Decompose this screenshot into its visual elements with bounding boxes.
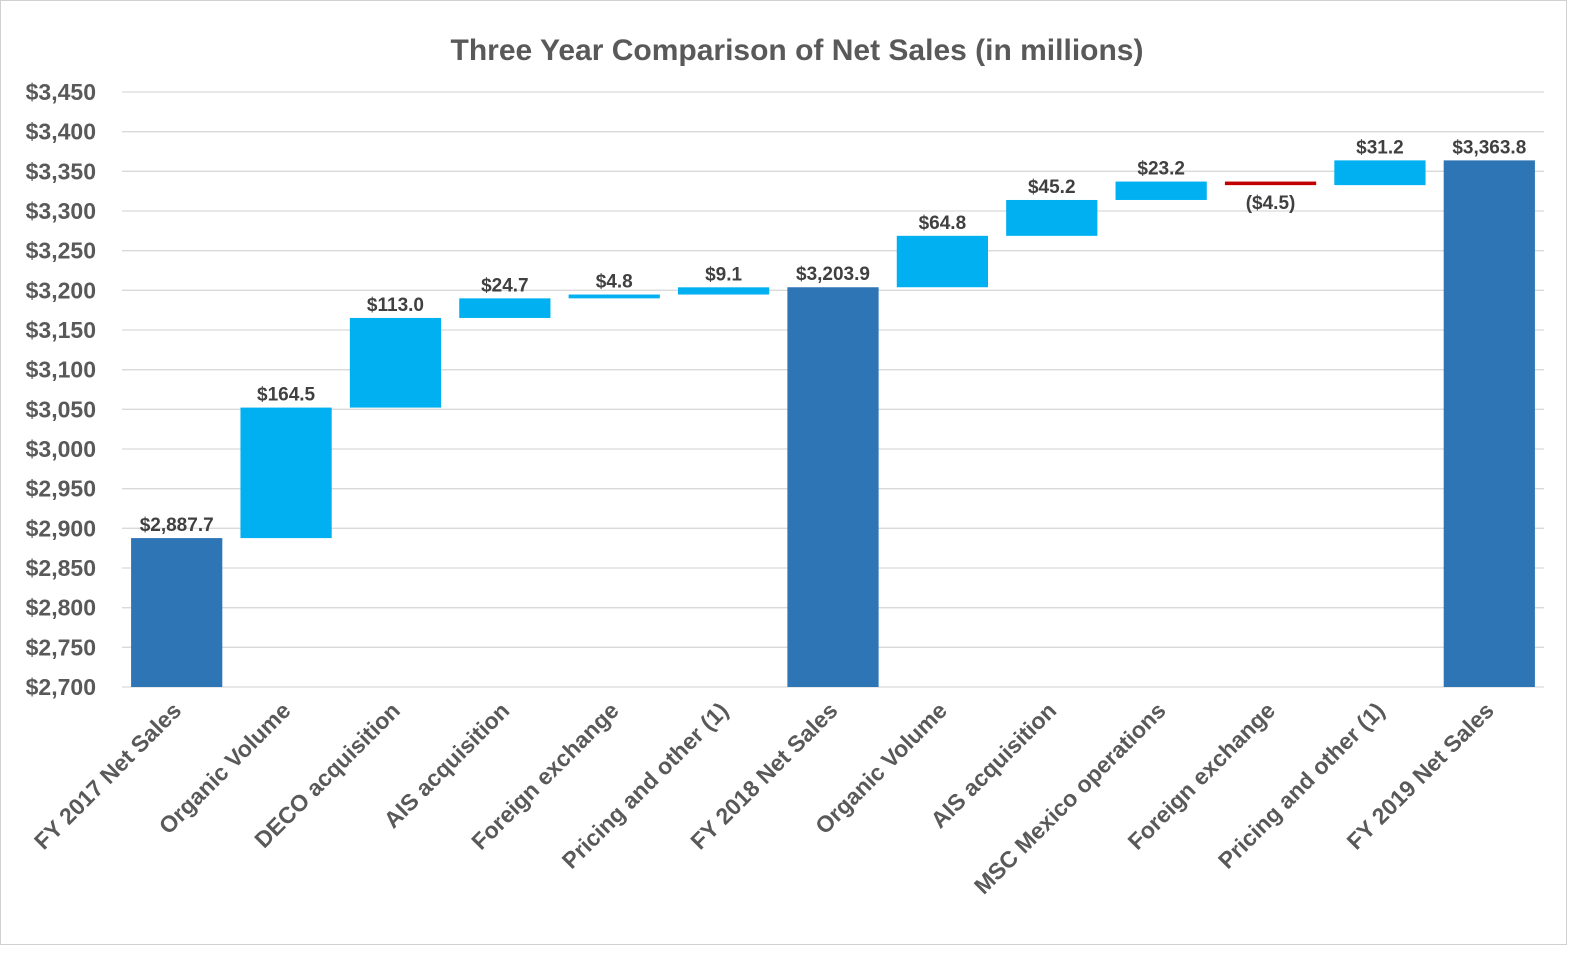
y-tick-label: $3,300 (26, 198, 96, 224)
data-label: $164.5 (257, 385, 316, 406)
y-tick-label: $2,700 (26, 674, 96, 700)
data-label: $9.1 (705, 264, 742, 285)
y-tick-label: $2,900 (26, 515, 96, 541)
increase-bar (459, 298, 551, 318)
y-tick-label: $3,350 (26, 158, 96, 184)
increase-bar (1334, 160, 1426, 186)
data-label: $45.2 (1028, 177, 1076, 198)
y-tick-label: $3,050 (26, 396, 96, 422)
total-bar (1443, 160, 1535, 688)
total-bar (131, 538, 223, 687)
y-tick-label: $3,250 (26, 238, 96, 264)
y-tick-label: $2,750 (26, 634, 96, 660)
data-label: $2,887.7 (140, 515, 214, 536)
y-tick-label: $2,800 (26, 595, 96, 621)
y-tick-label: $3,400 (26, 119, 96, 145)
decrease-bar (1224, 181, 1317, 186)
data-label: $3,363.8 (1452, 137, 1526, 158)
increase-bar (1006, 199, 1098, 236)
increase-bar (1115, 181, 1207, 200)
data-label: ($4.5) (1246, 193, 1296, 214)
x-tick-label: MSC Mexico operations (969, 697, 1171, 899)
increase-bar (349, 317, 442, 408)
y-tick-label: $2,850 (26, 555, 96, 581)
y-tick-label: $3,150 (26, 317, 96, 343)
y-tick-label: $3,000 (26, 436, 96, 462)
y-tick-label: $3,200 (26, 277, 96, 303)
increase-bar (896, 235, 988, 288)
chart-title: Three Year Comparison of Net Sales (in m… (451, 34, 1144, 67)
data-label: $31.2 (1356, 137, 1404, 158)
data-label: $64.8 (919, 213, 967, 234)
y-tick-label: $2,950 (26, 476, 96, 502)
bars (131, 160, 1535, 688)
increase-bar (678, 287, 770, 295)
increase-bar (568, 294, 660, 299)
data-label: $113.0 (367, 295, 424, 316)
gridlines (122, 91, 1544, 688)
data-label: $23.2 (1137, 159, 1185, 180)
y-axis-ticks: $2,700 $2,750 $2,800 $2,850 $2,900 $2,950 $3,0… (26, 79, 96, 700)
y-tick-label: $3,100 (26, 357, 96, 383)
total-bar (787, 287, 879, 687)
data-label: $4.8 (596, 272, 633, 293)
data-label: $24.7 (481, 275, 529, 296)
increase-bar (240, 407, 332, 539)
data-label: $3,203.9 (796, 264, 870, 285)
y-tick-label: $3,450 (26, 79, 96, 105)
data-labels: $2,887.7 $164.5 $113.0 $24.7 $4.8 $9.1 $3,203.… (140, 137, 1527, 536)
